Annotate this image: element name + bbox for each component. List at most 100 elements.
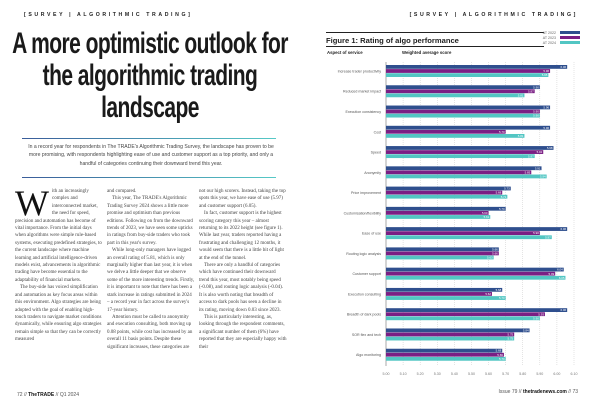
bar <box>386 125 551 130</box>
data-label: 5.68 <box>496 191 502 195</box>
separator: // <box>518 389 522 395</box>
category-label: Cost <box>374 130 381 134</box>
bar <box>386 328 530 333</box>
website-link: thetradenews.com <box>522 389 567 395</box>
separator: // <box>23 392 27 398</box>
bar <box>386 332 515 337</box>
bar <box>386 312 545 317</box>
page-number: 73 <box>572 389 578 395</box>
data-label: 5.73 <box>504 187 510 191</box>
bar <box>386 166 542 171</box>
legend-item: AT 2023 <box>543 35 580 40</box>
bar <box>386 235 552 240</box>
data-label: 5.90 <box>533 316 539 320</box>
data-label: 5.96 <box>543 69 549 73</box>
data-label: 5.81 <box>518 134 524 138</box>
x-tick-label: 5.40 <box>451 372 458 376</box>
data-label: 5.95 <box>542 73 548 77</box>
category-label: Price improvement <box>351 191 381 195</box>
legend-swatch <box>560 35 580 40</box>
data-label: 5.93 <box>538 312 544 316</box>
x-tick-label: 5.80 <box>519 372 526 376</box>
paragraph: ith an increasingly complex and intercon… <box>15 189 102 283</box>
drop-cap: W <box>15 183 49 223</box>
category-label: Increase trader productivity <box>338 69 382 73</box>
bar <box>386 134 525 138</box>
bar <box>386 206 506 211</box>
bar <box>386 113 540 118</box>
data-label: 5.61 <box>484 215 490 219</box>
data-label: 5.87 <box>528 154 534 158</box>
bar <box>386 93 525 98</box>
left-footer: 72 // TheTRADE // Q1 2024 <box>17 392 79 398</box>
figure-top-rule <box>326 32 544 33</box>
bar <box>386 194 508 199</box>
bar <box>386 89 535 94</box>
legend-label: AT 2023 <box>542 35 556 40</box>
data-label: 5.71 <box>501 195 507 199</box>
data-label: 5.70 <box>499 207 505 211</box>
data-label: 5.66 <box>492 252 498 256</box>
bar-chart: 5.00 5.10 5.20 5.30 5.40 5.50 5.60 5.70 5.80 5.90… <box>338 62 578 376</box>
legend: AT 2022 AT 2023 AT 2024 <box>543 30 580 45</box>
bar <box>386 105 551 110</box>
bar <box>386 356 506 361</box>
data-label: 5.98 <box>547 146 553 150</box>
bar <box>386 65 568 69</box>
data-label: 5.90 <box>533 114 539 118</box>
paragraph: There are only a handful of categories w… <box>199 263 284 313</box>
bar <box>386 73 549 77</box>
category-label: Execution consistency <box>345 110 381 114</box>
page-number: 72 <box>17 392 23 398</box>
data-label: 5.84 <box>523 328 529 332</box>
category-label: Breadth of dark pools <box>347 313 381 317</box>
intro-bottom-rule <box>22 177 276 179</box>
legend-label: AT 2024 <box>542 40 556 45</box>
legend-swatch <box>560 40 580 45</box>
bar <box>386 267 564 272</box>
x-tick-label: 5.90 <box>536 372 543 376</box>
bar <box>386 287 503 292</box>
paragraph: While long-only managers have logged an … <box>107 248 195 313</box>
paragraph: Attention must be called to anonymity an… <box>107 314 193 350</box>
bar <box>386 296 506 300</box>
bar <box>386 129 506 134</box>
x-tick-label: 5.20 <box>417 372 424 376</box>
x-tick-label: 5.10 <box>400 372 407 376</box>
bar <box>386 190 503 195</box>
bar <box>386 275 566 280</box>
bar <box>386 336 515 341</box>
paragraph: and compared. <box>107 189 137 194</box>
brand-logo: TheTRADE <box>28 392 55 398</box>
legend-item: AT 2024 <box>543 40 580 45</box>
legend-swatch <box>560 30 580 35</box>
right-footer: Issue 79 // thetradenews.com // 73 <box>499 389 579 395</box>
body-column-3: not our high scorers. Instead, taking th… <box>199 188 287 351</box>
data-label: 5.85 <box>525 170 531 174</box>
bar <box>386 210 489 215</box>
data-label: 5.81 <box>518 93 524 97</box>
data-label: 6.06 <box>561 308 567 312</box>
data-label: 5.99 <box>549 272 555 276</box>
data-label: 5.60 <box>482 211 488 215</box>
y-axis-title: Aspect of service <box>327 50 363 55</box>
data-label: 5.96 <box>543 126 549 130</box>
body-column-2: and compared. This year, The TRADE's Alg… <box>107 188 195 351</box>
x-tick-label: 5.50 <box>468 372 475 376</box>
figure-title: Figure 1: Rating of algo performance <box>326 36 459 45</box>
data-label: 5.70 <box>499 130 505 134</box>
bar <box>386 348 503 353</box>
bar <box>386 170 532 175</box>
bar <box>386 215 491 219</box>
data-label: 5.96 <box>543 106 549 110</box>
data-label: 5.66 <box>492 247 498 251</box>
bar <box>386 150 544 154</box>
paragraph: In fact, customer support is the highest… <box>199 211 284 261</box>
bar <box>386 85 540 90</box>
bar <box>386 69 551 73</box>
data-label: 5.97 <box>545 235 551 239</box>
headline: A more optimistic outlook for the algori… <box>12 27 288 124</box>
x-tick-label: 6.00 <box>553 372 560 376</box>
data-label: 6.04 <box>557 268 563 272</box>
bar <box>386 271 556 276</box>
